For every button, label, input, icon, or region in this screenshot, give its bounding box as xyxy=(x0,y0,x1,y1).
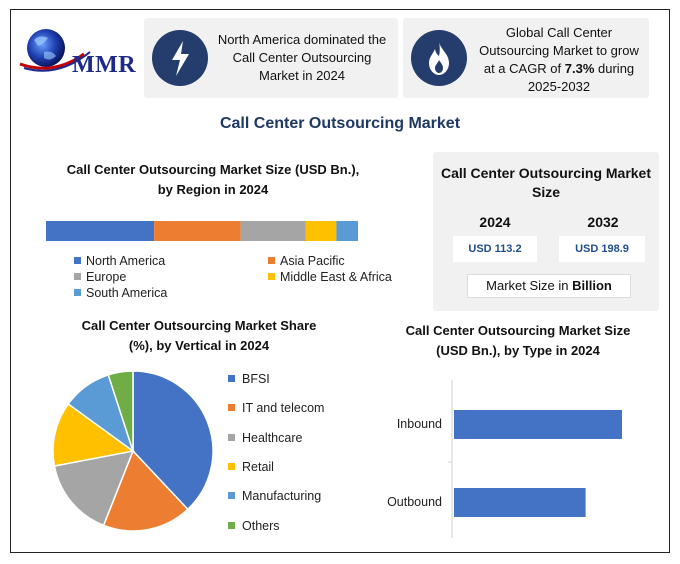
legend-label: Middle East & Africa xyxy=(280,270,392,284)
year-2024: 2024 xyxy=(479,214,511,230)
pie-slice-retail xyxy=(52,402,135,467)
region-legend-item: South America xyxy=(74,286,167,300)
legend-label: Europe xyxy=(86,270,127,284)
market-size-panel: Call Center Outsourcing Market Size 2024… xyxy=(433,152,659,311)
legend-label: South America xyxy=(86,286,168,300)
legend-swatch xyxy=(74,257,81,264)
year-2032: 2032 xyxy=(587,214,619,230)
pie-slice-it-and-telecom xyxy=(102,449,189,532)
vertical-legend-item: Others xyxy=(228,519,280,533)
legend-label: BFSI xyxy=(242,372,270,386)
region-segment-north-america xyxy=(46,221,155,241)
region-stacked-bar xyxy=(46,221,358,241)
mmr-logo: MMR xyxy=(14,24,138,82)
cagr-card: Global Call Center Outsourcing Market to… xyxy=(403,18,649,98)
region-legend-item: North America xyxy=(74,254,165,268)
card-text: Global Call Center Outsourcing Market to… xyxy=(479,25,639,94)
logo-text: MMR xyxy=(72,52,137,78)
north-america-card: North America dominated the Call Center … xyxy=(144,18,398,98)
region-segment-europe xyxy=(240,221,306,241)
vertical-legend-item: BFSI xyxy=(228,372,270,386)
region-chart-title: Call Center Outsourcing Market Size (USD… xyxy=(66,162,360,197)
legend-swatch xyxy=(74,289,81,296)
legend-swatch xyxy=(228,375,235,382)
flame-icon xyxy=(411,30,467,86)
legend-swatch xyxy=(228,462,235,470)
pie-slice-bfsi xyxy=(132,370,214,511)
type-bar-chart xyxy=(448,380,622,538)
value-2032: USD 198.9 xyxy=(559,236,645,262)
type-category-label: Outbound xyxy=(387,495,442,509)
region-segment-middle-east-africa xyxy=(305,221,337,241)
vertical-legend-item: IT and telecom xyxy=(228,401,324,415)
legend-swatch xyxy=(228,404,235,412)
legend-swatch xyxy=(228,492,235,500)
legend-label: Others xyxy=(242,518,280,533)
vertical-legend-item: Retail xyxy=(228,460,274,474)
legend-label: Healthcare xyxy=(242,430,303,445)
pie-slice-healthcare xyxy=(53,450,135,527)
region-segment-asia-pacific xyxy=(154,221,241,241)
card-text: North America dominated the Call Center … xyxy=(217,32,387,83)
legend-label: Manufacturing xyxy=(242,489,322,504)
legend-swatch xyxy=(268,273,275,280)
legend-swatch xyxy=(228,521,235,529)
region-segment-south-america xyxy=(336,221,358,241)
legend-swatch xyxy=(74,273,81,280)
legend-swatch xyxy=(268,257,275,264)
legend-label: Asia Pacific xyxy=(280,254,345,268)
vertical-chart-title: Call Center Outsourcing Market Share (%),… xyxy=(81,318,317,353)
legend-label: Retail xyxy=(242,459,274,474)
region-legend-item: Europe xyxy=(74,270,126,284)
legend-swatch xyxy=(228,433,235,441)
region-legend-item: Asia Pacific xyxy=(268,254,345,268)
legend-label: IT and telecom xyxy=(242,401,325,416)
legend-label: North America xyxy=(86,254,166,268)
market-size-title: Call Center Outsourcing Market Size xyxy=(440,165,652,200)
unit-label: Market Size in Billion xyxy=(467,274,631,298)
region-legend-item: Middle East & Africa xyxy=(268,270,392,284)
type-bar-inbound xyxy=(454,410,622,439)
type-chart-title: Call Center Outsourcing Market Size (USD … xyxy=(405,323,631,358)
vertical-legend-item: Manufacturing xyxy=(228,489,321,503)
value-2024: USD 113.2 xyxy=(453,236,537,262)
globe-icon xyxy=(19,29,91,72)
lightning-icon xyxy=(152,30,208,86)
page-title: Call Center Outsourcing Market xyxy=(219,115,461,132)
vertical-legend-item: Healthcare xyxy=(228,431,302,445)
vertical-pie-chart xyxy=(52,370,214,532)
type-category-label: Inbound xyxy=(396,417,442,431)
pie-slice-others xyxy=(107,370,134,452)
type-bar-outbound xyxy=(454,488,586,517)
